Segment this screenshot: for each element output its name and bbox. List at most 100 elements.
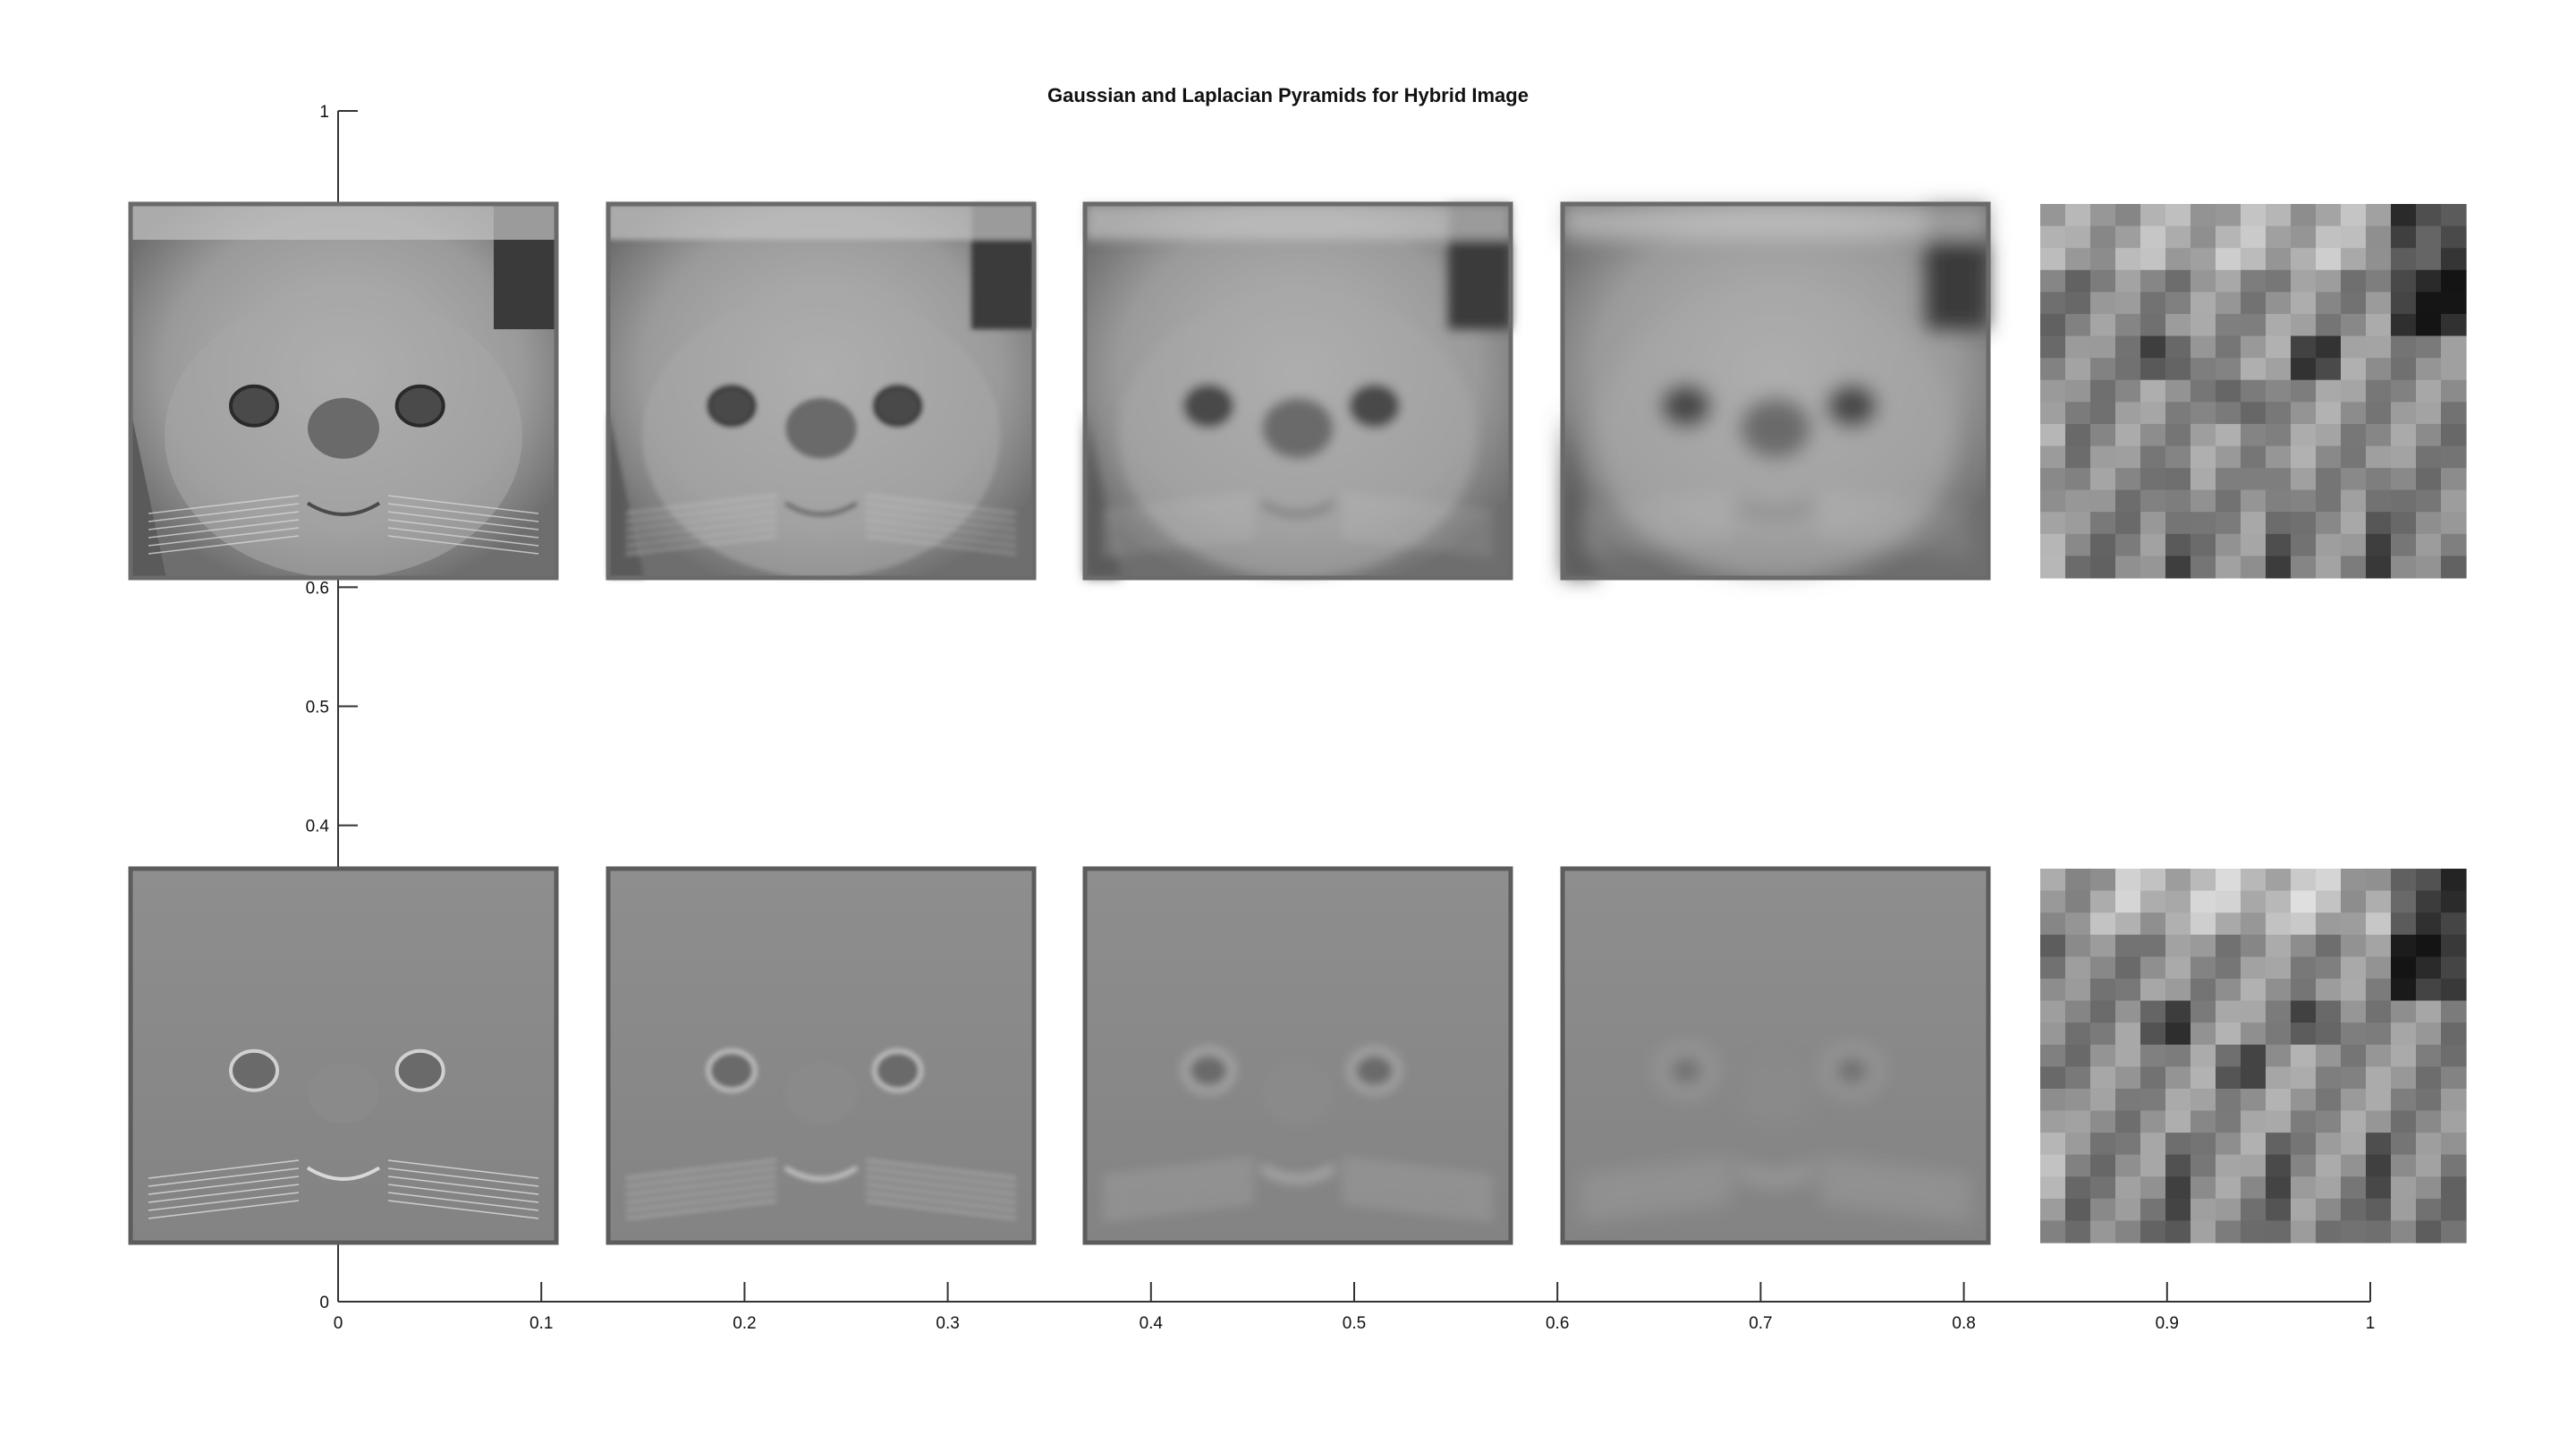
- pixel-block: [2291, 1176, 2317, 1200]
- pixel-block: [2115, 402, 2141, 425]
- pixel-block: [2366, 248, 2392, 271]
- pixel-block: [2341, 204, 2367, 227]
- pixel-block: [2441, 912, 2467, 936]
- whisker: [1102, 1159, 1254, 1179]
- pixel-block: [2291, 1198, 2317, 1221]
- mouth: [306, 501, 381, 516]
- pixel-block: [2441, 869, 2467, 892]
- pixel-block: [2140, 869, 2166, 892]
- laplacian-level-3-image: [1082, 866, 1513, 1245]
- pixel-block: [2391, 1154, 2417, 1177]
- pixel-block: [2391, 1110, 2417, 1133]
- pixel-block: [2115, 292, 2141, 315]
- whisker: [1819, 495, 1971, 514]
- pixel-block: [2266, 335, 2292, 359]
- pixel-block: [2341, 358, 2367, 381]
- whisker: [387, 495, 539, 514]
- pixel-block: [2366, 335, 2392, 359]
- pixel-block: [2366, 1110, 2392, 1133]
- pixel-block: [2216, 978, 2241, 1002]
- pixel-block: [2165, 1154, 2191, 1177]
- whisker: [387, 535, 539, 555]
- pixel-block: [2416, 358, 2442, 381]
- pixel-block: [2316, 1023, 2342, 1046]
- pixel-block: [2316, 269, 2342, 293]
- pixel-block: [2216, 489, 2241, 513]
- left-shadow: [1085, 410, 1121, 578]
- pixel-block: [2341, 1023, 2367, 1046]
- pixel-block: [2341, 269, 2367, 293]
- whisker: [865, 1184, 1017, 1203]
- right-eye: [394, 384, 445, 428]
- gaussian-level-4-image: [1560, 201, 1991, 581]
- right-eye: [394, 1048, 445, 1092]
- pixel-block: [2065, 934, 2091, 957]
- pixel-block: [2065, 1110, 2091, 1133]
- pixel-block: [2065, 423, 2091, 447]
- pixel-block: [2391, 489, 2417, 513]
- mouth: [1260, 1166, 1335, 1181]
- pixel-block: [2366, 269, 2392, 293]
- pixel-block: [2416, 1220, 2442, 1244]
- whisker: [1342, 519, 1494, 539]
- panel-features: [1102, 1048, 1494, 1219]
- pixel-block: [2291, 468, 2317, 491]
- pixel-block: [2291, 313, 2317, 337]
- pixel-block: [2416, 512, 2442, 535]
- pixel-block: [2266, 468, 2292, 491]
- pixel-block: [2441, 1088, 2467, 1112]
- pixel-block: [2266, 956, 2292, 980]
- pixel-block: [2216, 468, 2241, 491]
- whisker: [865, 503, 1017, 522]
- pixel-block: [2216, 1023, 2241, 1046]
- pixel-block: [2291, 1088, 2317, 1112]
- pixel-block: [2291, 890, 2317, 913]
- whisker: [387, 519, 539, 539]
- pixel-block: [2416, 1044, 2442, 1067]
- pixel-block: [2040, 269, 2066, 293]
- pixel-block: [2391, 468, 2417, 491]
- pixel-block: [2140, 956, 2166, 980]
- pixel-block: [2040, 1023, 2066, 1046]
- pixel-block: [2165, 978, 2191, 1002]
- whisker: [865, 495, 1017, 514]
- pixel-block: [2316, 446, 2342, 469]
- whisker: [148, 1184, 300, 1203]
- pixel-block: [2316, 533, 2342, 556]
- pixel-block: [2190, 978, 2216, 1002]
- pixel-block: [2241, 269, 2267, 293]
- pixel-block: [2291, 1066, 2317, 1090]
- pixel-block: [2316, 912, 2342, 936]
- pixel-block: [2140, 912, 2166, 936]
- pixel-block: [2065, 869, 2091, 892]
- pixel-block: [2090, 869, 2116, 892]
- pixel-block: [2416, 1000, 2442, 1023]
- panel-background: [1085, 869, 1511, 1243]
- whisker: [625, 495, 777, 514]
- pixel-block: [2040, 313, 2066, 337]
- whisker: [865, 1192, 1017, 1211]
- y-tick-label: 0.6: [306, 579, 329, 598]
- pixel-block: [2391, 1220, 2417, 1244]
- pixel-block: [2065, 335, 2091, 359]
- pixel-block: [2090, 313, 2116, 337]
- pixel-block: [2266, 556, 2292, 579]
- pixel-block: [2391, 313, 2417, 337]
- whisker: [148, 1200, 300, 1219]
- pixel-block: [2341, 402, 2367, 425]
- whisker: [387, 1167, 539, 1187]
- pixel-block: [2266, 934, 2292, 957]
- whisker: [1342, 1167, 1494, 1187]
- pixel-block: [2366, 1088, 2392, 1112]
- pixel-block: [2065, 313, 2091, 337]
- pixel-block: [2140, 248, 2166, 271]
- pixel-block: [2115, 1066, 2141, 1090]
- whisker: [625, 1192, 777, 1211]
- whisker: [865, 1159, 1017, 1179]
- pixel-block: [2115, 869, 2141, 892]
- pixel-block: [2366, 313, 2392, 337]
- pixel-block: [2115, 313, 2141, 337]
- pixel-block: [2216, 402, 2241, 425]
- pixel-block: [2115, 934, 2141, 957]
- pixel-block: [2115, 358, 2141, 381]
